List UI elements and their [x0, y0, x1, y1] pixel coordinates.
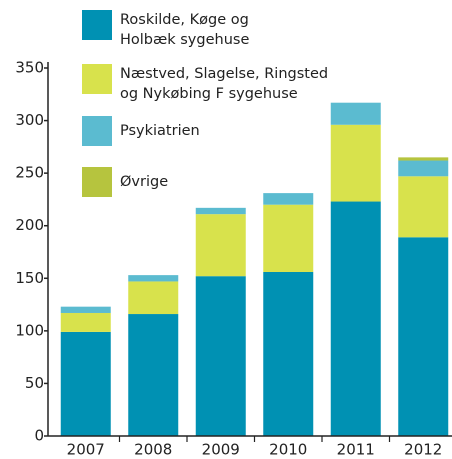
bar-segment: [398, 157, 449, 161]
bar-segment: [330, 124, 381, 202]
x-tick-label: 2010: [269, 441, 307, 459]
y-tick-label: 200: [15, 216, 44, 234]
bar-segment: [60, 331, 111, 436]
y-tick-label: 350: [15, 59, 44, 77]
bar-segment: [398, 160, 449, 177]
y-tick-label: 250: [15, 164, 44, 182]
bar-segment: [330, 102, 381, 125]
x-tick-label: 2011: [337, 441, 375, 459]
legend-swatch: [82, 10, 112, 40]
y-tick-label: 100: [15, 321, 44, 339]
y-tick-label: 50: [25, 374, 44, 392]
y-tick-label: 150: [15, 269, 44, 287]
bar-segment: [60, 312, 111, 332]
legend-label: Psykiatrien: [120, 123, 200, 139]
bar-segment: [330, 201, 381, 436]
legend-label: Næstved, Slagelse, Ringsted og Nykøbing …: [120, 66, 329, 102]
y-tick-label: 0: [34, 427, 44, 445]
x-tick-label: 2009: [202, 441, 240, 459]
bar-segment: [263, 204, 314, 272]
legend-swatch: [82, 116, 112, 146]
legend-swatch: [82, 64, 112, 94]
bar-segment: [128, 275, 179, 282]
bar-segment: [60, 306, 111, 313]
bar-segment: [263, 271, 314, 436]
bar-segment: [128, 314, 179, 436]
bar-segment: [128, 281, 179, 315]
bar-segment: [263, 193, 314, 205]
x-tick-label: 2008: [134, 441, 172, 459]
bar-segment: [398, 176, 449, 238]
legend-label: Roskilde, Køge og Holbæk sygehuse: [120, 12, 250, 48]
x-tick-label: 2012: [404, 441, 442, 459]
bar-segment: [195, 207, 246, 215]
bar-segment: [195, 276, 246, 436]
legend-label: Øvrige: [120, 174, 169, 190]
legend-swatch: [82, 167, 112, 197]
y-tick-label: 300: [15, 111, 44, 129]
bar-segment: [398, 237, 449, 436]
x-tick-label: 2007: [67, 441, 105, 459]
bar-segment: [195, 214, 246, 277]
